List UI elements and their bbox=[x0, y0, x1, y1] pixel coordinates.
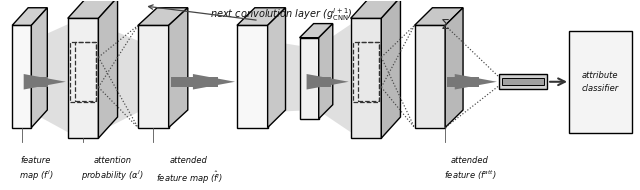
Polygon shape bbox=[300, 38, 319, 119]
Text: attended
feature map ($\hat{f}^l$): attended feature map ($\hat{f}^l$) bbox=[156, 156, 223, 186]
Polygon shape bbox=[455, 74, 497, 89]
Polygon shape bbox=[99, 0, 118, 138]
Polygon shape bbox=[237, 8, 285, 25]
Polygon shape bbox=[169, 8, 188, 127]
FancyBboxPatch shape bbox=[33, 77, 48, 87]
FancyBboxPatch shape bbox=[171, 77, 218, 87]
Polygon shape bbox=[31, 8, 47, 127]
Polygon shape bbox=[24, 74, 66, 89]
Polygon shape bbox=[381, 0, 401, 138]
Polygon shape bbox=[319, 24, 351, 132]
Bar bbox=[569, 31, 632, 133]
Bar bbox=[502, 78, 543, 85]
Bar bbox=[70, 42, 96, 102]
Polygon shape bbox=[12, 25, 31, 127]
Polygon shape bbox=[138, 8, 188, 25]
Polygon shape bbox=[268, 8, 285, 127]
Polygon shape bbox=[415, 25, 445, 127]
Polygon shape bbox=[307, 74, 349, 89]
Polygon shape bbox=[31, 24, 68, 132]
Polygon shape bbox=[68, 18, 99, 138]
Text: feature
map ($f^l$): feature map ($f^l$) bbox=[19, 156, 53, 183]
FancyBboxPatch shape bbox=[321, 77, 331, 87]
Polygon shape bbox=[193, 74, 235, 89]
Text: attended
feature ($f^{att}$): attended feature ($f^{att}$) bbox=[444, 156, 497, 182]
Polygon shape bbox=[268, 41, 300, 112]
Bar bbox=[75, 42, 96, 101]
Polygon shape bbox=[12, 8, 47, 25]
Polygon shape bbox=[351, 18, 381, 138]
Polygon shape bbox=[319, 24, 333, 119]
Polygon shape bbox=[351, 0, 401, 18]
Text: $\Sigma$: $\Sigma$ bbox=[440, 18, 449, 32]
Polygon shape bbox=[300, 24, 333, 38]
Text: attribute
classifier: attribute classifier bbox=[582, 71, 619, 93]
Polygon shape bbox=[237, 25, 268, 127]
FancyBboxPatch shape bbox=[447, 77, 479, 87]
Bar bbox=[358, 42, 379, 101]
Polygon shape bbox=[415, 8, 463, 25]
Text: next convolution layer ($g^{l+1}_{\mathrm{CNN}}$): next convolution layer ($g^{l+1}_{\mathr… bbox=[211, 6, 353, 23]
Polygon shape bbox=[68, 0, 118, 18]
Polygon shape bbox=[445, 8, 463, 127]
Polygon shape bbox=[99, 24, 138, 132]
Text: attention
probability ($\alpha^l$): attention probability ($\alpha^l$) bbox=[81, 156, 144, 183]
Bar bbox=[353, 42, 379, 102]
Bar bbox=[499, 74, 547, 89]
Polygon shape bbox=[138, 25, 169, 127]
